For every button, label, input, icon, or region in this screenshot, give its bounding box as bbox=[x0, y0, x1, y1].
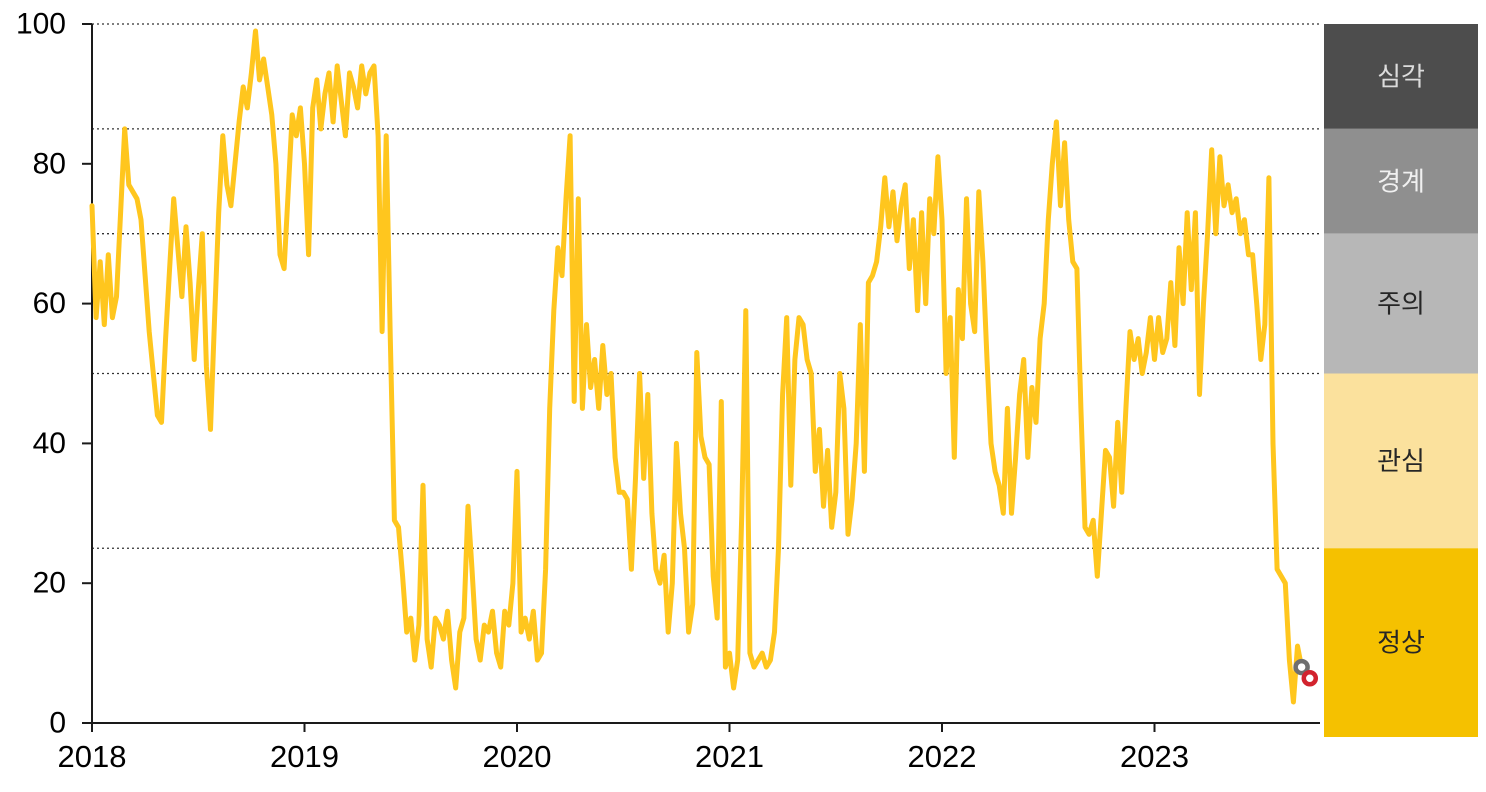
y-tick-label: 60 bbox=[33, 287, 66, 320]
legend-band-관심 bbox=[1324, 373, 1478, 549]
x-tick-label: 2019 bbox=[270, 739, 339, 774]
legend-band-정상 bbox=[1324, 548, 1478, 737]
legend-band-주의 bbox=[1324, 233, 1478, 374]
latest-point-gray bbox=[1293, 658, 1310, 676]
y-tick-label: 80 bbox=[33, 147, 66, 180]
y-tick-label: 100 bbox=[16, 8, 66, 41]
legend-band-label: 정상 bbox=[1377, 628, 1425, 658]
legend-band-심각 bbox=[1324, 24, 1478, 129]
x-tick-label: 2022 bbox=[908, 739, 977, 774]
x-tick-label: 2020 bbox=[483, 739, 552, 774]
legend-band-label: 경계 bbox=[1377, 166, 1425, 196]
latest-point-red bbox=[1301, 670, 1319, 687]
series-line bbox=[89, 28, 1305, 705]
x-tick-label: 2018 bbox=[58, 739, 127, 774]
x-tick-label: 2023 bbox=[1120, 739, 1189, 774]
legend-band-label: 심각 bbox=[1377, 61, 1425, 91]
legend-band-label: 관심 bbox=[1377, 446, 1425, 476]
legend-band-경계 bbox=[1324, 128, 1478, 234]
y-tick-label: 20 bbox=[33, 567, 66, 600]
y-tick-label: 40 bbox=[33, 427, 66, 460]
y-tick-label: 0 bbox=[49, 707, 66, 740]
x-tick-label: 2021 bbox=[695, 739, 764, 774]
legend-band-label: 주의 bbox=[1377, 289, 1425, 319]
